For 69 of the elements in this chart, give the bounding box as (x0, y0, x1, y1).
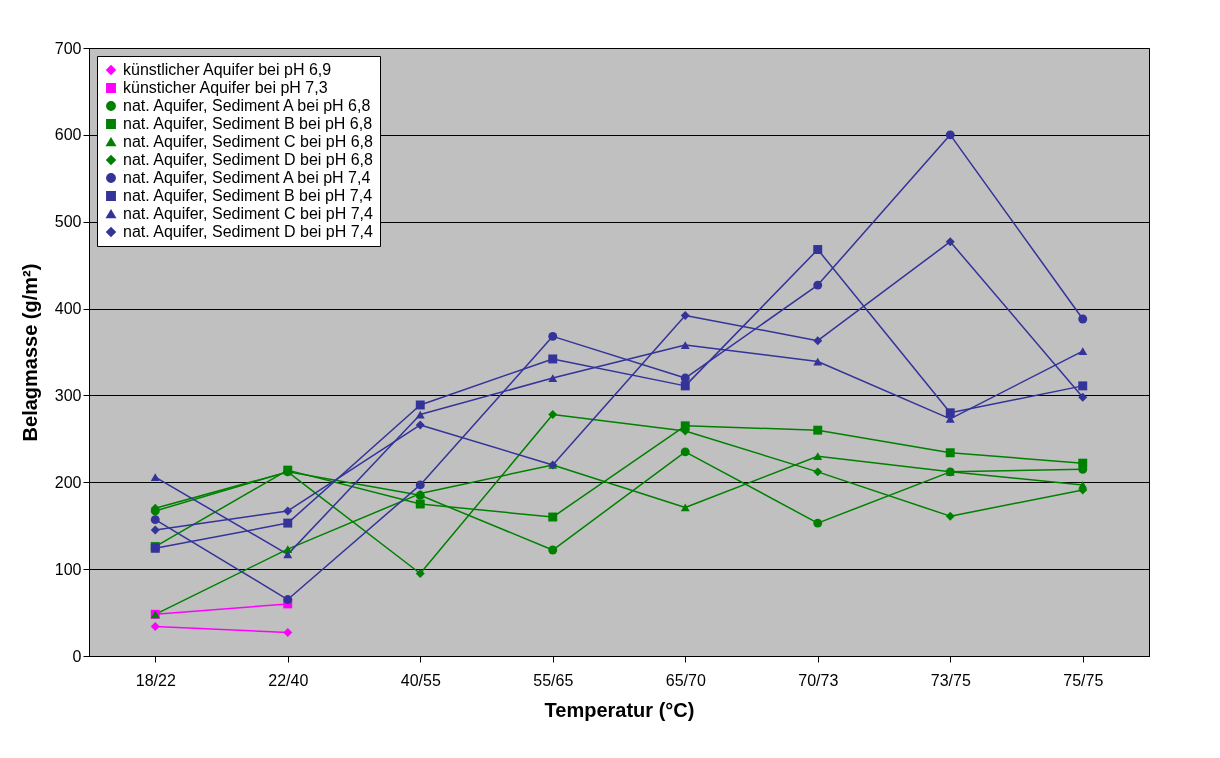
y-axis-title: Belagmasse (g/m²) (18, 263, 41, 442)
x-tick-label: 65/70 (665, 671, 706, 689)
point (813, 336, 823, 346)
point (415, 499, 425, 509)
point (945, 130, 955, 140)
point (283, 550, 293, 559)
legend-label: nat. Aquifer, Sediment D bei pH 6,8 (123, 151, 374, 168)
y-tick-label: 300 (54, 386, 82, 404)
legend-label: nat. Aquifer, Sediment C bei pH 7,4 (123, 205, 374, 222)
point (283, 518, 293, 528)
legend-label: nat. Aquifer, Sediment B bei pH 7,4 (123, 187, 373, 204)
y-tick-label: 700 (54, 39, 82, 57)
y-tick-label: 100 (54, 560, 82, 578)
point (1078, 392, 1088, 402)
point (283, 595, 293, 605)
point (813, 518, 823, 528)
point (813, 467, 823, 477)
point (813, 425, 823, 435)
legend-label: nat. Aquifer, Sediment A bei pH 7,4 (123, 169, 371, 186)
point (415, 420, 425, 430)
legend-label: nat. Aquifer, Sediment C bei pH 6,8 (123, 133, 374, 150)
x-tick-label: 22/40 (268, 671, 309, 689)
point (150, 473, 160, 481)
point (945, 448, 955, 458)
point (945, 408, 955, 418)
legend-label: künsticher Aquifer bei pH 7,3 (123, 79, 328, 96)
x-tick-label: 73/75 (930, 671, 971, 689)
legend-label: nat. Aquifer, Sediment B bei pH 6,8 (123, 115, 373, 132)
y-tick-label: 500 (54, 213, 82, 231)
point (548, 354, 558, 364)
y-tick-label: 600 (54, 126, 82, 144)
legend-label: nat. Aquifer, Sediment A bei pH 6,8 (123, 97, 371, 114)
point (548, 545, 558, 555)
point (150, 622, 160, 631)
legend-label: nat. Aquifer, Sediment D bei pH 7,4 (123, 223, 374, 240)
point (548, 374, 558, 382)
point (813, 280, 823, 290)
point (1078, 314, 1088, 324)
x-axis-title: Temperatur (°C) (544, 698, 695, 721)
x-tick-label: 18/22 (135, 671, 176, 689)
point (680, 341, 690, 349)
point (415, 569, 425, 578)
point (548, 331, 558, 341)
point (1078, 347, 1088, 355)
point (415, 400, 425, 410)
y-tick-label: 400 (54, 300, 82, 318)
point (548, 512, 558, 522)
point (813, 452, 823, 461)
point (680, 447, 690, 457)
point (1078, 458, 1088, 468)
point (548, 410, 558, 420)
point (150, 525, 160, 535)
x-tick-label: 40/55 (400, 671, 441, 689)
point (680, 381, 690, 391)
y-tick-label: 0 (72, 647, 82, 665)
x-tick-label: 70/73 (798, 671, 839, 689)
x-tick-label: 55/65 (533, 671, 574, 689)
point (415, 480, 425, 490)
point (283, 628, 293, 638)
point (1078, 381, 1088, 391)
point (945, 237, 955, 247)
point (283, 506, 293, 516)
point (150, 515, 160, 525)
legend-label: künstlicher Aquifer bei pH 6,9 (123, 61, 332, 78)
y-tick-label: 200 (54, 473, 82, 491)
x-tick-label: 75/75 (1063, 671, 1104, 689)
point (945, 511, 955, 521)
point (813, 245, 823, 254)
point (680, 311, 690, 320)
